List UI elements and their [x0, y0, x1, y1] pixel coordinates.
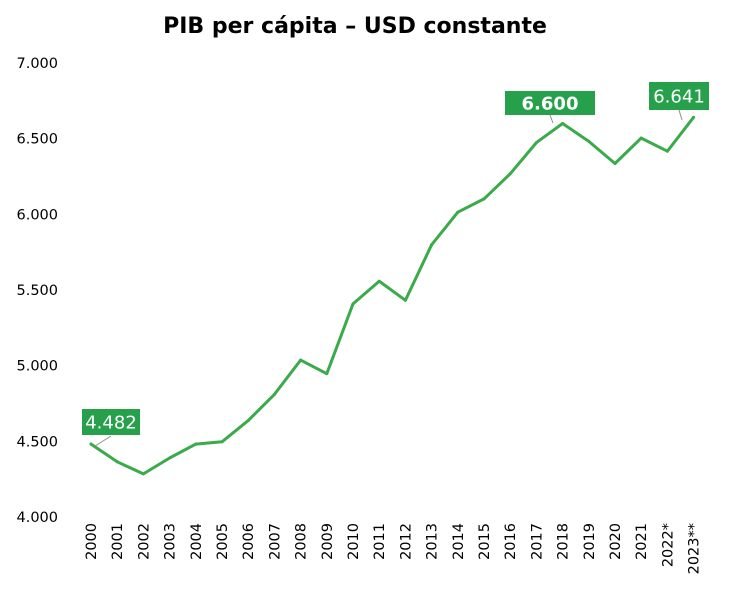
x-tick-label: 2005 — [215, 523, 231, 560]
data-labels: 4.482 6.600 6.641 — [82, 82, 709, 447]
data-label: 6.600 — [522, 94, 579, 115]
x-tick-label: 2008 — [294, 523, 310, 560]
x-tick-label: 2009 — [320, 523, 336, 560]
data-point — [534, 141, 538, 145]
data-label-box — [649, 82, 709, 110]
y-tick-label: 6.500 — [16, 132, 58, 148]
y-tick-label: 5.000 — [16, 359, 58, 375]
data-point — [299, 358, 303, 362]
x-tick-label: 2012 — [398, 523, 414, 560]
x-tick-label: 2007 — [267, 523, 283, 560]
data-label-leader — [94, 435, 112, 447]
x-tick-label: 2014 — [451, 523, 467, 560]
y-axis: 4.000 4.500 5.000 5.500 6.000 6.500 7.000 — [16, 56, 58, 526]
data-point — [272, 392, 276, 396]
data-point — [89, 442, 93, 446]
x-tick-label: 2003 — [163, 523, 179, 560]
data-label-leader — [549, 114, 554, 124]
data-label-box — [505, 91, 595, 115]
data-point — [456, 210, 460, 214]
data-label: 4.482 — [85, 413, 137, 434]
x-tick-label: 2013 — [425, 523, 441, 560]
data-point — [587, 139, 591, 143]
x-tick-label: 2000 — [84, 523, 100, 560]
x-tick-label: 2001 — [110, 523, 126, 560]
data-point — [168, 456, 172, 460]
data-point — [220, 440, 224, 444]
data-point — [692, 115, 696, 119]
data-label-box — [82, 409, 140, 435]
data-point — [325, 372, 329, 376]
data-label: 6.641 — [653, 87, 705, 108]
data-point — [377, 279, 381, 283]
x-tick-label: 2018 — [556, 523, 572, 560]
x-tick-label: 2017 — [529, 523, 545, 560]
x-tick-label: 2019 — [582, 523, 598, 560]
x-tick-label: 2023** — [687, 523, 703, 574]
x-tick-label: 2021 — [634, 523, 650, 560]
y-tick-label: 6.000 — [16, 207, 58, 223]
data-point — [665, 149, 669, 153]
data-point — [351, 302, 355, 306]
data-point — [194, 442, 198, 446]
x-axis: 2000 2001 2002 2003 2004 2005 2006 2007 2008 2009… — [84, 523, 703, 574]
x-tick-label: 2004 — [189, 523, 205, 560]
x-tick-label: 2020 — [608, 523, 624, 560]
x-tick-label: 2002 — [136, 523, 152, 560]
data-point — [430, 243, 434, 247]
x-tick-label: 2010 — [346, 523, 362, 560]
data-point — [639, 136, 643, 140]
y-tick-label: 4.000 — [16, 510, 58, 526]
data-point — [613, 161, 617, 165]
x-tick-label: 2006 — [241, 523, 257, 560]
data-point — [403, 298, 407, 302]
data-point — [482, 197, 486, 201]
series-line — [89, 115, 696, 476]
data-label-leader — [678, 109, 683, 121]
data-point — [561, 122, 565, 126]
x-tick-label: 2015 — [477, 523, 493, 560]
data-point — [508, 172, 512, 176]
data-point — [141, 472, 145, 476]
y-tick-label: 5.500 — [16, 283, 58, 299]
series-group — [89, 115, 696, 476]
data-point — [246, 419, 250, 423]
data-point — [115, 460, 119, 464]
x-tick-label: 2011 — [372, 523, 388, 560]
x-tick-label: 2022* — [660, 523, 676, 567]
y-tick-label: 7.000 — [16, 56, 58, 72]
chart-title: PIB per cápita – USD constante — [163, 14, 547, 39]
y-tick-label: 4.500 — [16, 434, 58, 450]
x-tick-label: 2016 — [503, 523, 519, 560]
